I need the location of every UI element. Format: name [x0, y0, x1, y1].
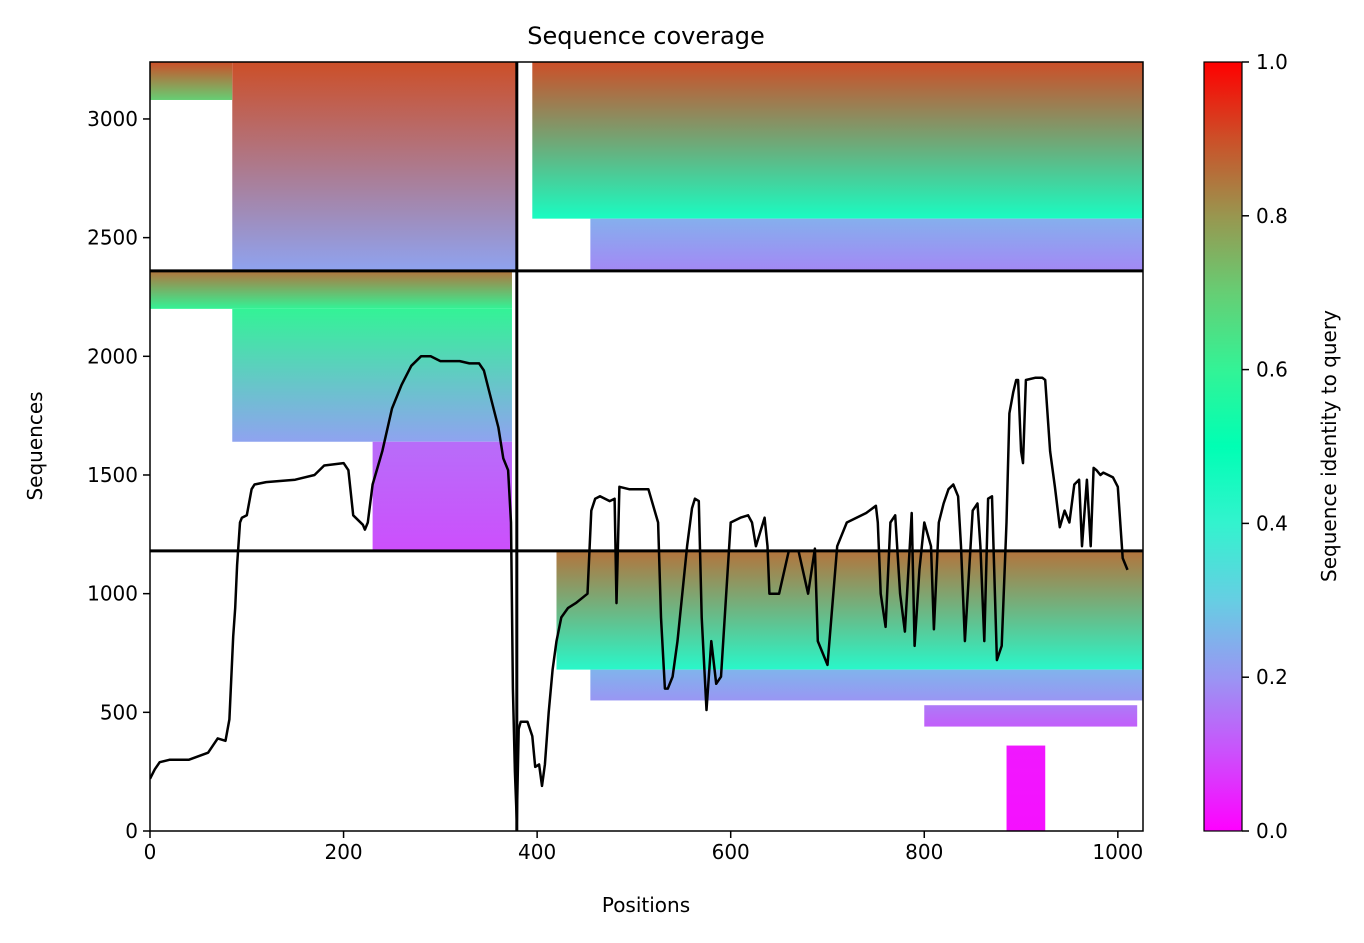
colorbar-tick-label: 0.2	[1256, 665, 1288, 689]
heatmap-block	[532, 62, 1143, 219]
y-tick-label: 1500	[87, 463, 138, 487]
colorbar	[1203, 61, 1243, 832]
colorbar-tick-label: 0.0	[1256, 819, 1288, 843]
heatmap-block	[924, 705, 1138, 727]
heatmap-block	[1006, 745, 1046, 831]
colorbar-tick-label: 0.4	[1256, 511, 1288, 535]
x-tick-label: 400	[518, 840, 556, 864]
heatmap-block	[372, 441, 512, 551]
y-tick-label: 3000	[87, 107, 138, 131]
x-tick-label: 1000	[1092, 840, 1143, 864]
heatmap-block	[590, 669, 1143, 701]
coverage-line-layer	[150, 355, 1129, 823]
plot-frame	[149, 61, 1144, 832]
colorbar-tick-label: 0.8	[1256, 204, 1288, 228]
y-tick-label: 1000	[87, 582, 138, 606]
colorbar-label: Sequence identity to query	[1317, 310, 1341, 582]
x-axis-label: Positions	[602, 893, 690, 917]
x-tick-label: 800	[905, 840, 943, 864]
y-axis-label: Sequences	[23, 391, 47, 500]
heatmap-block	[232, 308, 512, 442]
heatmap-block	[590, 218, 1143, 271]
colorbar-ticks: 0.0 0.2 0.4 0.6 0.8 1.0	[1242, 50, 1288, 843]
x-axis-ticks: 0 200 400 600 800 1000	[144, 831, 1143, 864]
chart-title: Sequence coverage	[527, 22, 764, 50]
heatmap-block	[232, 62, 517, 271]
y-tick-label: 0	[125, 819, 138, 843]
y-tick-label: 500	[100, 700, 138, 724]
colorbar-tick-label: 1.0	[1256, 50, 1288, 74]
x-tick-label: 200	[324, 840, 362, 864]
x-tick-label: 0	[144, 840, 157, 864]
heatmap-layer	[150, 62, 1143, 831]
boundary-layer	[150, 62, 1143, 831]
x-tick-label: 600	[712, 840, 750, 864]
heatmap-block	[150, 270, 512, 309]
heatmap-block	[556, 550, 1143, 670]
y-tick-label: 2000	[87, 344, 138, 368]
y-tick-label: 2500	[87, 226, 138, 250]
coverage-line	[150, 355, 1129, 823]
colorbar-tick-label: 0.6	[1256, 358, 1288, 382]
heatmap-block	[150, 62, 233, 100]
y-axis-ticks: 0 500 1000 1500 2000 2500 3000	[87, 107, 150, 843]
